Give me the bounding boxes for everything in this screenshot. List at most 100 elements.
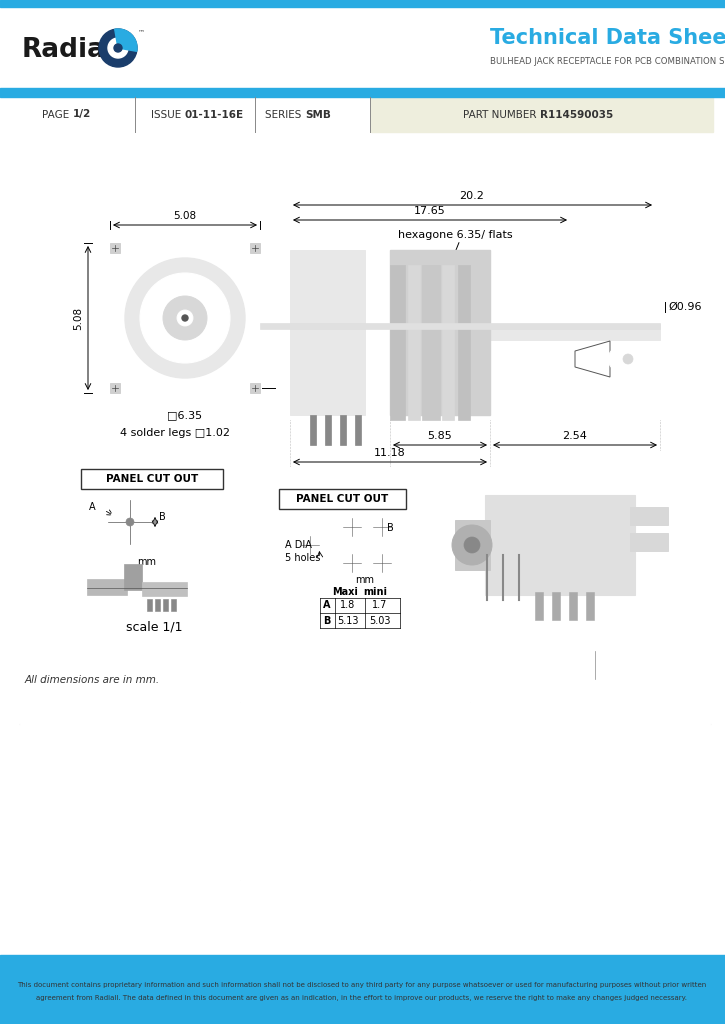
Bar xyxy=(362,540,372,550)
Text: SERIES: SERIES xyxy=(265,110,305,120)
Circle shape xyxy=(108,38,128,58)
Bar xyxy=(0,7,725,88)
Bar xyxy=(260,323,660,329)
Circle shape xyxy=(344,519,360,535)
Circle shape xyxy=(163,296,207,340)
Circle shape xyxy=(464,537,480,553)
Bar xyxy=(12,132,713,700)
Text: Center contact: Center contact xyxy=(28,749,106,759)
Bar xyxy=(535,592,543,620)
Text: 5: 5 xyxy=(124,583,130,593)
Text: COMPONENTS: COMPONENTS xyxy=(93,708,167,718)
Circle shape xyxy=(140,273,230,362)
Text: 5.85: 5.85 xyxy=(428,431,452,441)
Bar xyxy=(12,97,713,132)
Bar xyxy=(408,265,420,420)
Text: 1.8: 1.8 xyxy=(340,600,356,610)
Polygon shape xyxy=(575,341,610,377)
Text: 4 solder legs □1.02: 4 solder legs □1.02 xyxy=(120,428,230,438)
Text: Body: Body xyxy=(28,729,54,739)
Bar xyxy=(0,0,725,7)
Text: mini: mini xyxy=(363,587,387,597)
Text: mm: mm xyxy=(355,575,375,585)
Bar xyxy=(171,599,176,611)
Bar xyxy=(110,383,120,393)
Bar xyxy=(110,243,120,253)
Bar xyxy=(250,243,260,253)
Bar xyxy=(87,579,127,595)
Text: 01-11-16E: 01-11-16E xyxy=(185,110,244,120)
Text: 20.2: 20.2 xyxy=(460,191,484,201)
Bar xyxy=(0,955,725,968)
Bar xyxy=(586,592,594,620)
Bar xyxy=(155,599,160,611)
Text: This document contains proprietary information and such information shall not be: This document contains proprietary infor… xyxy=(17,982,707,988)
Text: GOLD OVER NICKEL: GOLD OVER NICKEL xyxy=(478,749,592,759)
Text: NICKEL: NICKEL xyxy=(478,729,520,739)
Text: 1.7: 1.7 xyxy=(373,600,388,610)
Text: -: - xyxy=(248,769,252,779)
Text: B: B xyxy=(386,523,394,534)
FancyBboxPatch shape xyxy=(81,469,223,489)
Bar xyxy=(0,968,725,1024)
Bar xyxy=(290,250,365,415)
Text: PTFE: PTFE xyxy=(248,790,277,799)
Text: 4.45: 4.45 xyxy=(146,597,167,607)
Text: BULHEAD JACK RECEPTACLE FOR PCB COMBINATION SEAL - SOLDER LEGS: BULHEAD JACK RECEPTACLE FOR PCB COMBINAT… xyxy=(490,57,725,67)
Text: B: B xyxy=(323,615,331,626)
Bar xyxy=(390,265,405,420)
Text: A: A xyxy=(99,583,106,593)
Text: 11.18: 11.18 xyxy=(374,449,406,458)
Text: BRASS: BRASS xyxy=(248,729,286,739)
Text: PART NUMBER: PART NUMBER xyxy=(463,110,540,120)
Text: Outer contact: Outer contact xyxy=(28,769,100,779)
Text: B: B xyxy=(159,512,165,522)
Text: 2.54: 2.54 xyxy=(563,431,587,441)
Bar xyxy=(442,265,454,420)
Circle shape xyxy=(99,29,137,67)
Text: 5.13: 5.13 xyxy=(337,615,359,626)
Text: mini: mini xyxy=(145,569,169,579)
Text: scale 1/1: scale 1/1 xyxy=(126,621,183,634)
Bar xyxy=(110,243,260,393)
Circle shape xyxy=(177,310,193,326)
Text: PAGE: PAGE xyxy=(43,110,73,120)
Bar xyxy=(630,534,668,551)
Bar xyxy=(82,565,227,637)
Text: 5.08: 5.08 xyxy=(73,306,83,330)
Bar xyxy=(422,265,440,420)
Text: Ø0.96: Ø0.96 xyxy=(668,302,702,312)
Bar xyxy=(124,564,142,590)
Circle shape xyxy=(126,518,134,526)
Text: All dimensions are in mm.: All dimensions are in mm. xyxy=(25,675,160,685)
Bar xyxy=(490,324,660,340)
Circle shape xyxy=(302,537,318,553)
Text: A: A xyxy=(88,502,95,512)
Bar xyxy=(390,250,490,415)
Text: PANEL CUT OUT: PANEL CUT OUT xyxy=(296,494,388,504)
Bar xyxy=(455,520,490,570)
Text: ISSUE: ISSUE xyxy=(152,110,185,120)
Circle shape xyxy=(616,347,640,371)
Circle shape xyxy=(110,502,150,542)
Text: 5 holes: 5 holes xyxy=(285,553,320,563)
Text: A: A xyxy=(323,600,331,610)
Text: MATERIALS: MATERIALS xyxy=(326,708,384,718)
Text: Maxi: Maxi xyxy=(332,587,358,597)
Text: hexagone 6.35/ flats: hexagone 6.35/ flats xyxy=(398,230,513,240)
Text: -: - xyxy=(478,849,481,859)
Bar xyxy=(325,415,331,445)
Text: agreement from Radiall. The data defined in this document are given as an indica: agreement from Radiall. The data defined… xyxy=(36,995,687,1001)
Circle shape xyxy=(623,354,633,364)
Text: -: - xyxy=(248,849,252,859)
Text: PANEL CUT OUT: PANEL CUT OUT xyxy=(106,474,198,484)
Text: -: - xyxy=(248,869,252,879)
Circle shape xyxy=(452,525,492,565)
Text: 1/2: 1/2 xyxy=(73,110,91,120)
Bar xyxy=(310,415,316,445)
Text: 4.55: 4.55 xyxy=(116,597,138,607)
Text: 5.03: 5.03 xyxy=(369,615,391,626)
Bar xyxy=(630,507,668,525)
Text: -: - xyxy=(28,849,32,859)
Text: mm: mm xyxy=(138,557,157,567)
